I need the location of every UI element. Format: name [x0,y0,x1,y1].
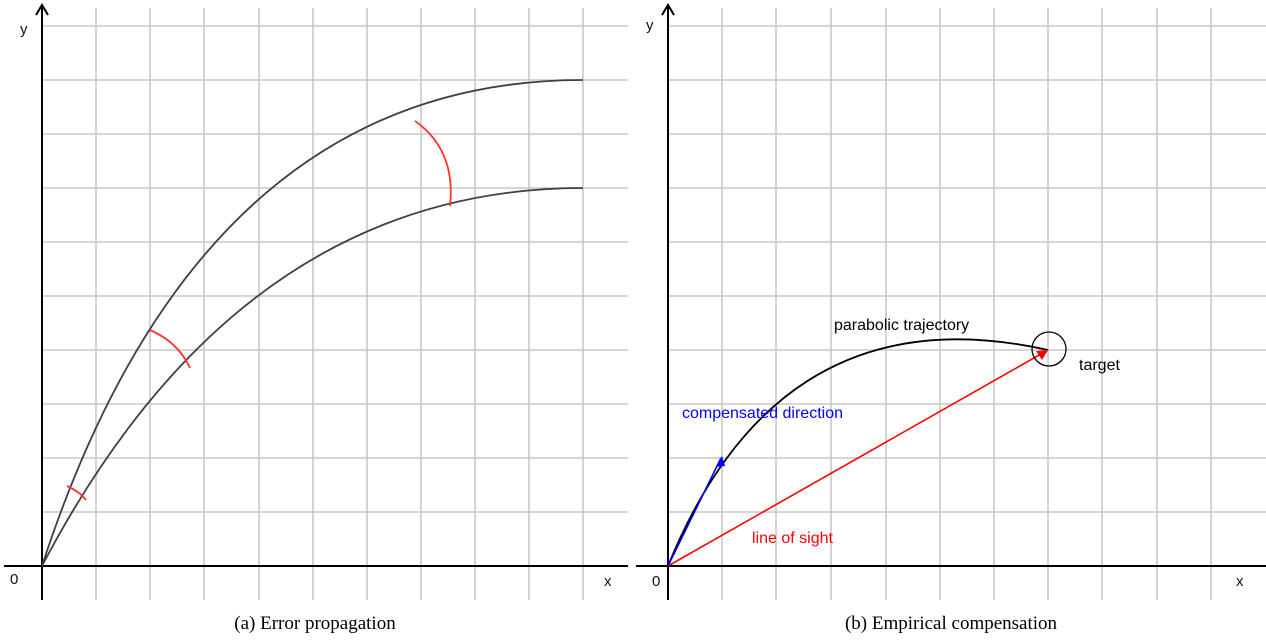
diagram-empirical-compensation: y x 0 parabolic trajectory target compen… [636,3,1266,600]
y-axis-arrow [661,3,675,16]
y-axis-label: y [646,17,654,34]
y-axis-arrow [35,3,49,16]
compensated-direction-arrow [667,457,722,567]
trajectory-label: parabolic trajectory [834,317,969,334]
grid [668,8,1266,600]
origin-label: 0 [10,571,18,588]
error-arcs [66,120,452,501]
line-of-sight-label: line of sight [752,530,833,547]
axes [636,3,1266,600]
error-arc-small [66,485,87,501]
error-arc-large [414,120,452,207]
line-of-sight-arrow [667,349,1049,567]
compensated-direction-label: compensated direction [682,405,843,422]
origin-label: 0 [652,573,660,590]
target-icon [1031,331,1067,367]
y-axis-label: y [20,21,28,38]
x-axis-label: x [1236,573,1244,590]
compensated-direction-arrowhead [716,456,725,467]
parabolic-trajectory-curve [667,338,1049,567]
panel-error-propagation: y x 0 [0,0,630,640]
target-label: target [1079,357,1120,374]
lower-trajectory-curve [41,187,584,567]
error-arc-medium [149,329,191,369]
grid [42,8,628,600]
upper-trajectory-curve [41,79,584,567]
x-axis-label: x [604,573,612,590]
diagram-error-propagation: y x 0 [4,3,628,600]
axes [4,3,628,600]
line-of-sight-arrowhead [1036,350,1048,360]
caption-empirical-compensation: (b) Empirical compensation [844,613,1058,634]
caption-error-propagation: (a) Error propagation [234,613,396,634]
panel-empirical-compensation: y x 0 parabolic trajectory target compen… [636,0,1266,640]
